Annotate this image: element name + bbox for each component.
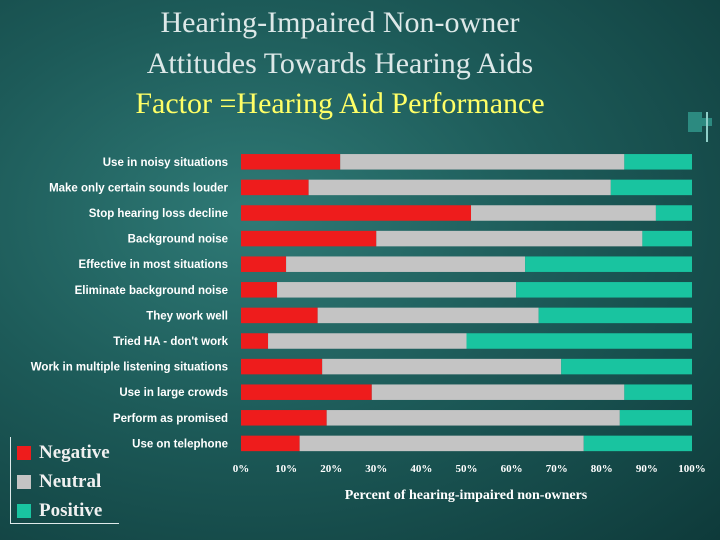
x-tick-label: 30% bbox=[365, 463, 387, 475]
x-tick-label: 70% bbox=[546, 463, 568, 475]
bar-segment-negative bbox=[241, 358, 323, 375]
decor-square-large bbox=[688, 112, 702, 132]
bar-segment-neutral bbox=[308, 179, 611, 196]
bar-segment-neutral bbox=[340, 154, 625, 170]
bar-segment-positive bbox=[624, 384, 692, 400]
title-line-3: Factor =Hearing Aid Performance bbox=[135, 87, 545, 120]
x-axis-title: Percent of hearing-impaired non-owners bbox=[345, 488, 588, 503]
bar-segment-positive bbox=[624, 154, 692, 170]
category-label: Tried HA - don't work bbox=[113, 336, 228, 348]
title-line-2: Attitudes Towards Hearing Aids bbox=[146, 47, 534, 80]
category-label: Use in noisy situations bbox=[103, 157, 228, 169]
bar-segment-neutral bbox=[286, 256, 526, 272]
legend: Negative Neutral Positive bbox=[10, 437, 119, 524]
title-line-1: Hearing-Impaired Non-owner bbox=[160, 6, 520, 39]
category-label: Background noise bbox=[128, 234, 228, 246]
bar-segment-negative bbox=[241, 435, 300, 452]
bar-segment-positive bbox=[466, 333, 692, 349]
bar-segment-negative bbox=[241, 333, 269, 349]
category-label: Use on telephone bbox=[132, 438, 228, 450]
x-tick-label: 0% bbox=[233, 463, 250, 475]
bar-segment-negative bbox=[241, 410, 327, 426]
x-tick-label: 40% bbox=[410, 463, 432, 475]
category-label: Stop hearing loss decline bbox=[89, 208, 228, 220]
bar-segment-positive bbox=[619, 410, 692, 426]
bar-segment-neutral bbox=[299, 435, 584, 452]
legend-swatch-positive bbox=[17, 504, 31, 518]
category-label: Perform as promised bbox=[113, 413, 228, 425]
legend-label-negative: Negative bbox=[39, 442, 110, 463]
x-tick-label: 20% bbox=[320, 463, 342, 475]
legend-swatch-neutral bbox=[17, 475, 31, 489]
x-tick-label: 60% bbox=[501, 463, 523, 475]
category-label: Effective in most situations bbox=[78, 259, 228, 271]
legend-label-positive: Positive bbox=[39, 500, 103, 521]
bar-segment-neutral bbox=[326, 410, 620, 426]
bar-segment-neutral bbox=[376, 230, 643, 247]
bar-segment-neutral bbox=[371, 384, 625, 400]
x-tick-label: 100% bbox=[678, 463, 706, 475]
x-tick-label: 10% bbox=[275, 463, 297, 475]
bar-segment-negative bbox=[241, 282, 278, 298]
bar-segment-positive bbox=[655, 205, 692, 221]
bar-segment-positive bbox=[610, 179, 692, 196]
legend-item-negative: Negative bbox=[17, 439, 110, 467]
bar-segment-positive bbox=[525, 256, 692, 272]
legend-label-neutral: Neutral bbox=[39, 471, 102, 492]
category-label: Work in multiple listening situations bbox=[31, 362, 228, 374]
bar-segment-neutral bbox=[322, 358, 562, 375]
bar-segment-negative bbox=[241, 179, 309, 196]
bar-segment-negative bbox=[241, 307, 318, 324]
bar-segment-neutral bbox=[317, 307, 539, 324]
category-label: Eliminate background noise bbox=[75, 285, 228, 297]
bar-segment-negative bbox=[241, 384, 372, 400]
bar-segment-positive bbox=[642, 230, 692, 247]
bar-segment-positive bbox=[583, 435, 692, 452]
legend-item-neutral: Neutral bbox=[17, 468, 101, 496]
bar-segment-neutral bbox=[471, 205, 656, 221]
bar-segment-negative bbox=[241, 205, 472, 221]
bar-segment-neutral bbox=[277, 282, 517, 298]
bar-segment-negative bbox=[241, 256, 287, 272]
bar-segment-neutral bbox=[268, 333, 467, 349]
category-label: They work well bbox=[146, 310, 228, 322]
x-tick-label: 80% bbox=[591, 463, 613, 475]
bar-segment-positive bbox=[516, 282, 692, 298]
x-tick-label: 90% bbox=[636, 463, 658, 475]
bar-segment-negative bbox=[241, 230, 377, 247]
bar-segment-positive bbox=[538, 307, 692, 324]
category-label: Make only certain sounds louder bbox=[49, 182, 228, 194]
x-tick-label: 50% bbox=[456, 463, 478, 475]
legend-swatch-negative bbox=[17, 446, 31, 460]
bar-segment-positive bbox=[561, 358, 692, 375]
category-label: Use in large crowds bbox=[119, 387, 228, 399]
bar-segment-negative bbox=[241, 154, 341, 170]
decor-line bbox=[706, 112, 708, 142]
legend-item-positive: Positive bbox=[17, 497, 102, 525]
